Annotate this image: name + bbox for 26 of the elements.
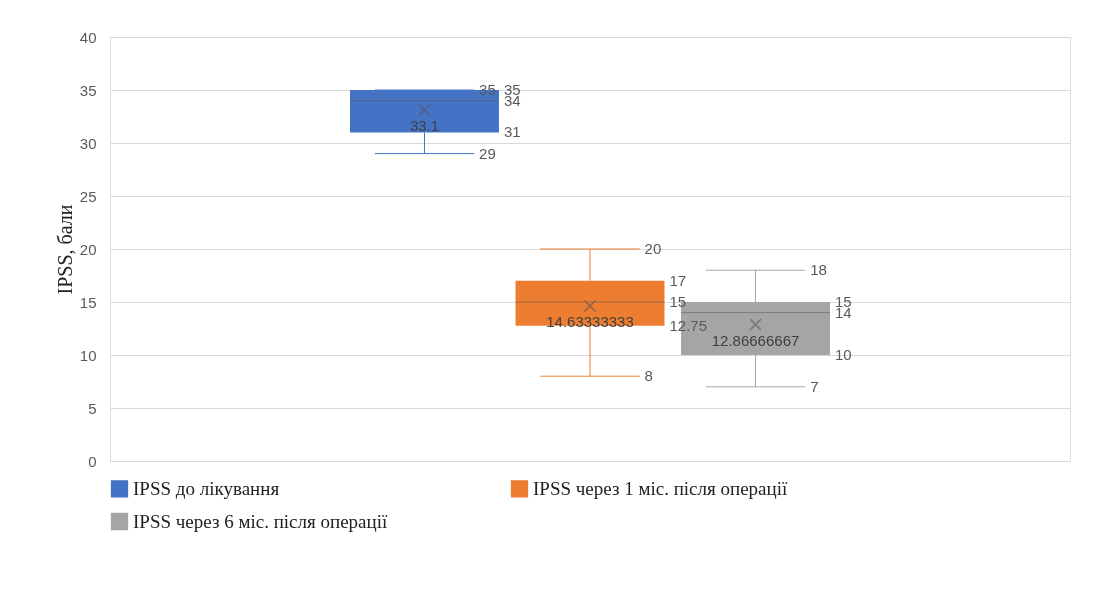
y-tick-label: 10: [79, 346, 97, 364]
annotation: 17: [669, 271, 687, 289]
annotation: 7: [810, 377, 819, 395]
y-tick-label: 25: [79, 187, 97, 205]
annotation: 8: [644, 367, 653, 385]
y-tick-label: 20: [79, 240, 97, 258]
legend-label: IPSS до лікування: [133, 477, 280, 499]
annotation: 35: [479, 81, 496, 98]
annotation: 10: [834, 346, 852, 363]
y-tick-label: 0: [88, 452, 97, 470]
y-axis-title: IPSS, бали: [53, 204, 76, 295]
y-tick-label: 30: [79, 134, 97, 152]
y-tick-label: 40: [79, 28, 97, 46]
y-tick-label: 5: [88, 399, 97, 417]
annotation: 18: [810, 261, 827, 279]
y-tick-label: 35: [79, 81, 97, 99]
annotation: 29: [479, 144, 496, 162]
annotation: 14.63333333: [546, 312, 634, 330]
legend-label: IPSS через 6 міс. після операції: [133, 510, 388, 532]
annotation: 33.1: [409, 117, 440, 135]
annotation: 31: [503, 123, 521, 141]
annotation: 20: [644, 240, 662, 257]
annotation: 15: [669, 293, 687, 310]
legend-label: IPSS через 1 міс. після операції: [533, 477, 788, 499]
annotation: 12.86666667: [711, 331, 800, 349]
y-tick-label: 15: [79, 293, 97, 311]
